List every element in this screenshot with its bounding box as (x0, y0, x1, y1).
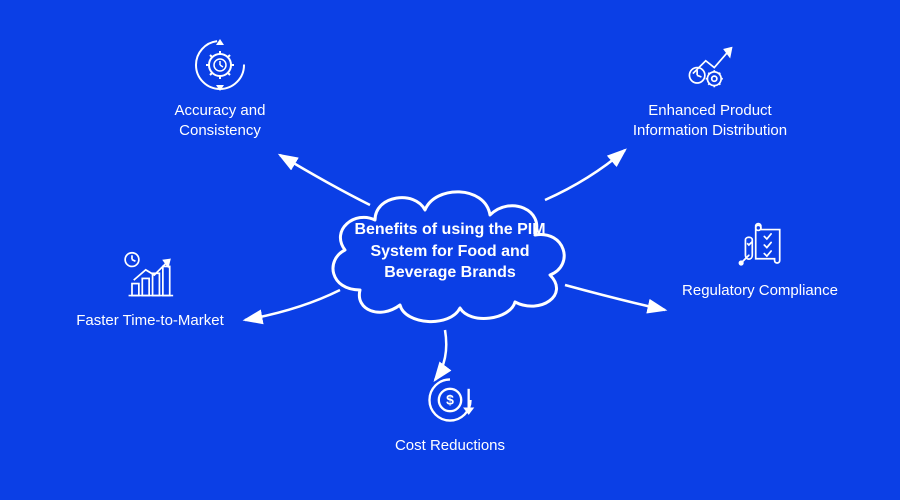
growth-gear-icon (680, 35, 740, 95)
node-accuracy: Accuracy and Consistency (140, 35, 300, 140)
svg-text:$: $ (446, 392, 454, 408)
node-compliance: Regulatory Compliance (680, 215, 840, 301)
node-distribution: Enhanced Product Information Distributio… (630, 35, 790, 140)
node-label: Accuracy and Consistency (140, 101, 300, 140)
node-label: Enhanced Product Information Distributio… (630, 101, 790, 140)
barchart-growth-icon (120, 245, 180, 305)
compliance-scroll-icon (730, 215, 790, 275)
gear-cycle-icon (190, 35, 250, 95)
cost-reduction-icon: $ (420, 370, 480, 430)
node-label: Faster Time-to-Market (70, 311, 230, 331)
diagram-canvas: Benefits of using the PIM System for Foo… (0, 0, 900, 500)
node-cost: $ Cost Reductions (370, 370, 530, 456)
node-label: Regulatory Compliance (680, 281, 840, 301)
center-title: Benefits of using the PIM System for Foo… (345, 219, 555, 284)
node-time: Faster Time-to-Market (70, 245, 230, 331)
node-label: Cost Reductions (370, 436, 530, 456)
